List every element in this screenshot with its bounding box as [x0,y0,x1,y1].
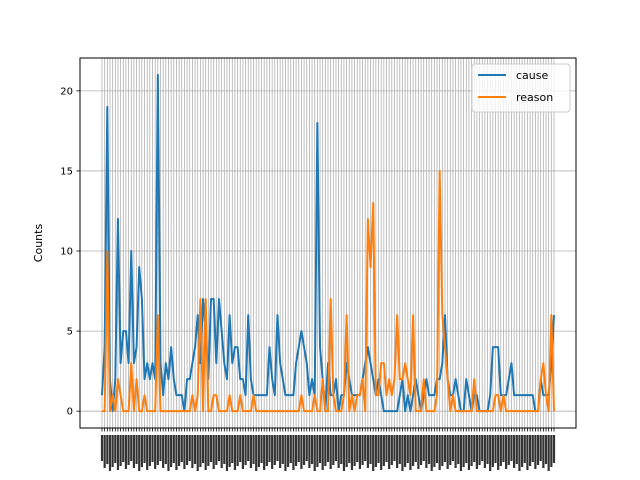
y-tick-label: 20 [60,86,73,97]
series-layer [101,73,555,413]
series-line-reason [102,169,555,413]
legend-label-cause: cause [516,69,548,82]
y-axis-label: Counts [32,224,45,263]
series-line-cause [101,73,555,413]
legend-label-reason: reason [516,91,553,104]
y-tick-label: 5 [67,327,73,338]
y-tick-label: 15 [60,166,73,177]
y-tick-label: 10 [60,247,73,258]
y-axis-ticks: 0 5 10 15 20 [60,86,80,418]
legend: cause reason [471,63,571,113]
x-axis-ticks [100,428,556,471]
y-tick-label: 0 [67,407,73,418]
